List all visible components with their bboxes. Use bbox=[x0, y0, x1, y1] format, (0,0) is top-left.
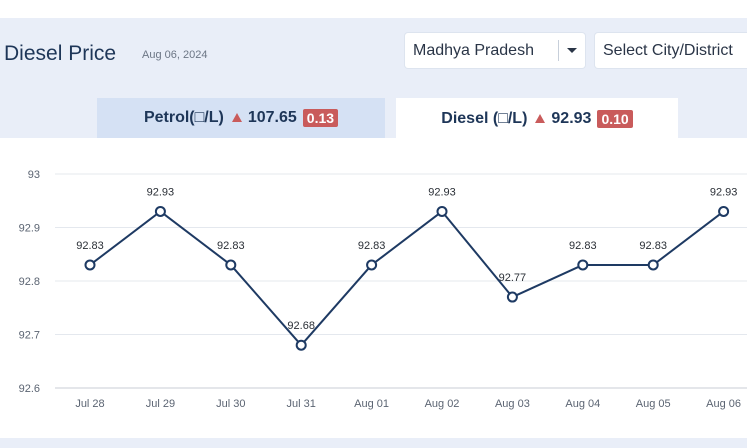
data-label: 92.68 bbox=[287, 320, 315, 332]
x-tick-label: Jul 29 bbox=[146, 398, 175, 410]
data-label: 92.83 bbox=[217, 240, 245, 252]
price-line-chart: 92.6 92.7 92.8 92.9 93 Jul 28 Jul 29 Jul 30 Jul … bbox=[19, 169, 747, 410]
series-line bbox=[89, 210, 725, 347]
tab-diesel-change-badge: 0.10 bbox=[597, 110, 633, 128]
tab-petrol[interactable]: Petrol(□/L) 107.65 0.13 bbox=[97, 98, 385, 138]
data-label: 92.83 bbox=[639, 240, 667, 252]
bottom-band bbox=[0, 438, 747, 448]
data-point bbox=[647, 259, 659, 271]
y-tick-label: 92.8 bbox=[19, 276, 40, 288]
y-tick-label: 92.6 bbox=[19, 383, 40, 395]
data-label: 92.83 bbox=[569, 240, 597, 252]
y-tick-label: 92.7 bbox=[19, 330, 40, 342]
y-tick-label: 92.9 bbox=[19, 223, 40, 235]
x-tick-label: Jul 30 bbox=[216, 398, 245, 410]
tab-petrol-label: Petrol(□/L) bbox=[143, 109, 224, 126]
x-tick-label: Aug 04 bbox=[565, 398, 600, 410]
price-up-icon bbox=[231, 112, 242, 122]
chart-panel: 92.6 92.7 92.8 92.9 93 Jul 28 Jul 29 Jul 30 Jul … bbox=[0, 138, 747, 438]
data-point bbox=[436, 205, 448, 217]
city-dropdown-placeholder: Select City/District bbox=[603, 41, 733, 59]
data-label: 92.83 bbox=[358, 240, 386, 252]
dropdown-toggle[interactable] bbox=[558, 40, 585, 61]
tab-diesel-price: 92.93 bbox=[551, 110, 592, 127]
tab-diesel-label: Diesel (□/L) bbox=[441, 110, 528, 127]
data-point bbox=[84, 259, 96, 271]
x-tick-label: Jul 31 bbox=[287, 398, 316, 410]
data-label: 92.77 bbox=[499, 272, 527, 284]
price-date: Aug 06, 2024 bbox=[142, 49, 208, 61]
y-tick-label: 93 bbox=[28, 169, 40, 181]
city-dropdown[interactable]: Select City/District bbox=[595, 33, 747, 68]
tab-petrol-price: 107.65 bbox=[247, 109, 297, 126]
data-label: 92.93 bbox=[710, 186, 738, 198]
data-label: 92.93 bbox=[428, 186, 456, 198]
data-point bbox=[718, 205, 730, 217]
x-tick-label: Aug 02 bbox=[425, 398, 460, 410]
tab-diesel[interactable]: Diesel (□/L) 92.93 0.10 bbox=[396, 98, 678, 140]
x-tick-label: Aug 03 bbox=[495, 398, 530, 410]
data-point bbox=[295, 339, 307, 351]
top-band bbox=[0, 0, 747, 18]
state-dropdown[interactable]: Madhya Pradesh bbox=[405, 33, 585, 68]
page-title: Diesel Price bbox=[4, 42, 117, 65]
tab-petrol-change-badge: 0.13 bbox=[302, 109, 339, 127]
data-label: 92.93 bbox=[147, 186, 175, 198]
x-tick-label: Jul 28 bbox=[75, 398, 104, 410]
state-dropdown-value: Madhya Pradesh bbox=[413, 41, 534, 59]
chevron-down-icon bbox=[567, 48, 577, 53]
x-tick-label: Aug 06 bbox=[706, 398, 741, 410]
price-up-icon bbox=[535, 113, 546, 123]
data-point bbox=[366, 259, 378, 271]
data-point bbox=[225, 259, 237, 271]
data-point bbox=[154, 205, 166, 217]
x-tick-label: Aug 01 bbox=[354, 398, 389, 410]
x-tick-label: Aug 05 bbox=[636, 398, 671, 410]
data-label: 92.83 bbox=[76, 240, 104, 252]
data-point bbox=[506, 291, 518, 303]
data-point bbox=[577, 259, 589, 271]
